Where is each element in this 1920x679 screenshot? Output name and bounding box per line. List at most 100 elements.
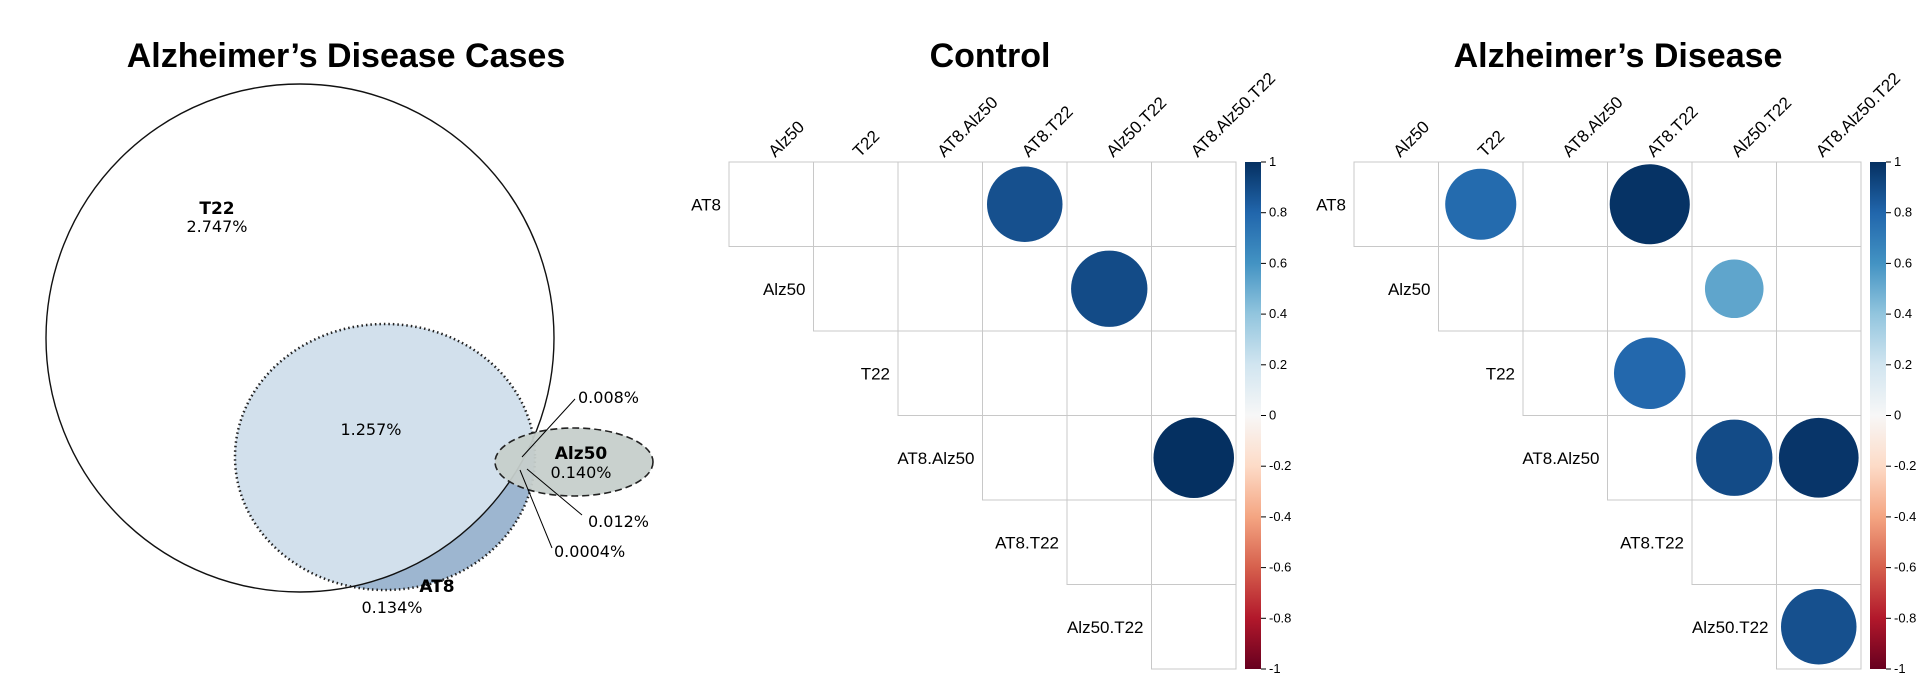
grid-cell: [897, 246, 983, 332]
t22-set-name: T22: [199, 199, 234, 219]
plot-title: Alzheimer’s Disease: [1454, 37, 1783, 75]
grid-cell: [1066, 499, 1152, 585]
colorbar-tick-label: -1: [1269, 661, 1281, 676]
grid-cell: [1151, 499, 1237, 585]
at8-alz50-value: 0.012%: [588, 512, 649, 531]
plot-title: Control: [930, 37, 1051, 75]
colorbar-tick-label: -0.6: [1269, 560, 1291, 575]
row-label: AT8.T22: [995, 533, 1059, 552]
grid-cell: [1691, 499, 1777, 585]
correlation-circle: [1704, 259, 1764, 319]
row-label: AT8: [691, 195, 721, 214]
alz50-set-name: Alz50: [555, 444, 608, 464]
grid-cell: [813, 246, 899, 332]
colorbar-tick-label: -0.8: [1894, 610, 1916, 625]
t22-set-circle: [45, 83, 555, 593]
correlation-circle: [1445, 168, 1517, 240]
colorbar-tick-label: -0.8: [1269, 610, 1291, 625]
row-label: Alz50.T22: [1692, 618, 1769, 637]
grid-cell: [1607, 415, 1693, 501]
grid-cell: [1776, 330, 1862, 416]
venn-diagram: Alzheimer’s Disease Cases T22 2.747% 1.2…: [45, 37, 654, 617]
colorbar-tick-label: -1: [1894, 661, 1906, 676]
row-label: Alz50: [1388, 280, 1431, 299]
grid-cell: [1776, 161, 1862, 247]
correlation-circle: [1153, 417, 1234, 498]
correlation-circle: [1780, 588, 1857, 665]
all-three-value: 0.0004%: [554, 542, 625, 561]
column-label: AT8.Alz50.T22: [1812, 69, 1904, 161]
column-label: AT8.Alz50.T22: [1187, 69, 1279, 161]
colorbar-tick-label: 0.8: [1894, 205, 1912, 220]
grid-cell: [1776, 246, 1862, 332]
row-label: AT8.Alz50: [897, 449, 974, 468]
column-label: T22: [1474, 127, 1508, 161]
grid-cell: [982, 246, 1068, 332]
control-correlation-plot: Control Alz50 T22 AT8.Alz50 AT8.T22 Alz50.T22…: [691, 37, 1291, 676]
grid-cell: [1691, 330, 1777, 416]
correlation-circle: [1071, 250, 1148, 327]
column-label: Alz50.T22: [1728, 93, 1796, 161]
colorbar-tick-label: 0.2: [1894, 357, 1912, 372]
correlation-circle: [1613, 337, 1686, 410]
colorbar-tick-label: -0.6: [1894, 560, 1916, 575]
row-label: Alz50.T22: [1067, 618, 1144, 637]
colorbar-tick-label: 1: [1269, 154, 1276, 169]
column-label: AT8.T22: [1643, 102, 1702, 161]
colorbar-tick-label: -0.4: [1269, 509, 1291, 524]
grid-cell: [1151, 584, 1237, 670]
grid-cell: [1776, 499, 1862, 585]
grid-cell: [1438, 246, 1524, 332]
grid-cell: [1151, 330, 1237, 416]
t22-at8-value: 1.257%: [340, 420, 401, 439]
column-label: AT8.Alz50: [1559, 93, 1627, 161]
column-label: Alz50: [765, 117, 809, 161]
grid-cell: [1353, 161, 1439, 247]
grid-cell: [728, 161, 814, 247]
colorbar-tick-label: -0.4: [1894, 509, 1916, 524]
colorbar: [1245, 162, 1261, 669]
correlation-circle: [1778, 417, 1859, 498]
column-label: T22: [849, 127, 883, 161]
leader-line: [521, 398, 576, 458]
grid-cell: [1151, 246, 1237, 332]
row-label: T22: [1486, 364, 1515, 383]
colorbar-tick-label: 0.6: [1894, 255, 1912, 270]
grid-cell: [1066, 161, 1152, 247]
row-label: T22: [861, 364, 890, 383]
correlation-circle: [1696, 419, 1773, 496]
at8-set-value: 0.134%: [361, 598, 422, 617]
correlation-circle: [1609, 164, 1690, 245]
colorbar-tick-label: 0.4: [1894, 306, 1912, 321]
leader-line: [526, 468, 583, 516]
at8-set-name: AT8: [419, 577, 454, 597]
grid-cell: [1607, 246, 1693, 332]
grid-cell: [1776, 584, 1862, 670]
leader-line: [519, 469, 553, 549]
grid-cell: [982, 415, 1068, 501]
t22-set-value: 2.747%: [186, 217, 247, 236]
row-label: Alz50: [763, 280, 806, 299]
column-label: Alz50.T22: [1103, 93, 1171, 161]
grid-cell: [982, 330, 1068, 416]
column-label: AT8.Alz50: [934, 93, 1002, 161]
grid-cell: [897, 161, 983, 247]
column-label: Alz50: [1390, 117, 1434, 161]
correlation-circle: [986, 166, 1063, 243]
grid-cell: [1066, 330, 1152, 416]
at8-t22-overlap-region: [235, 324, 535, 590]
grid-cell: [1066, 415, 1152, 501]
grid-cell: [1522, 246, 1608, 332]
colorbar-tick-label: -0.2: [1894, 458, 1916, 473]
row-label: AT8: [1316, 195, 1346, 214]
colorbar: [1870, 162, 1886, 669]
grid-cell: [1522, 161, 1608, 247]
row-label: AT8.Alz50: [1522, 449, 1599, 468]
colorbar-tick-label: -0.2: [1269, 458, 1291, 473]
grid-cell: [1691, 161, 1777, 247]
column-label: AT8.T22: [1018, 102, 1077, 161]
grid-cell: [1522, 330, 1608, 416]
grid-cell: [813, 161, 899, 247]
colorbar-tick-label: 0: [1894, 408, 1901, 423]
